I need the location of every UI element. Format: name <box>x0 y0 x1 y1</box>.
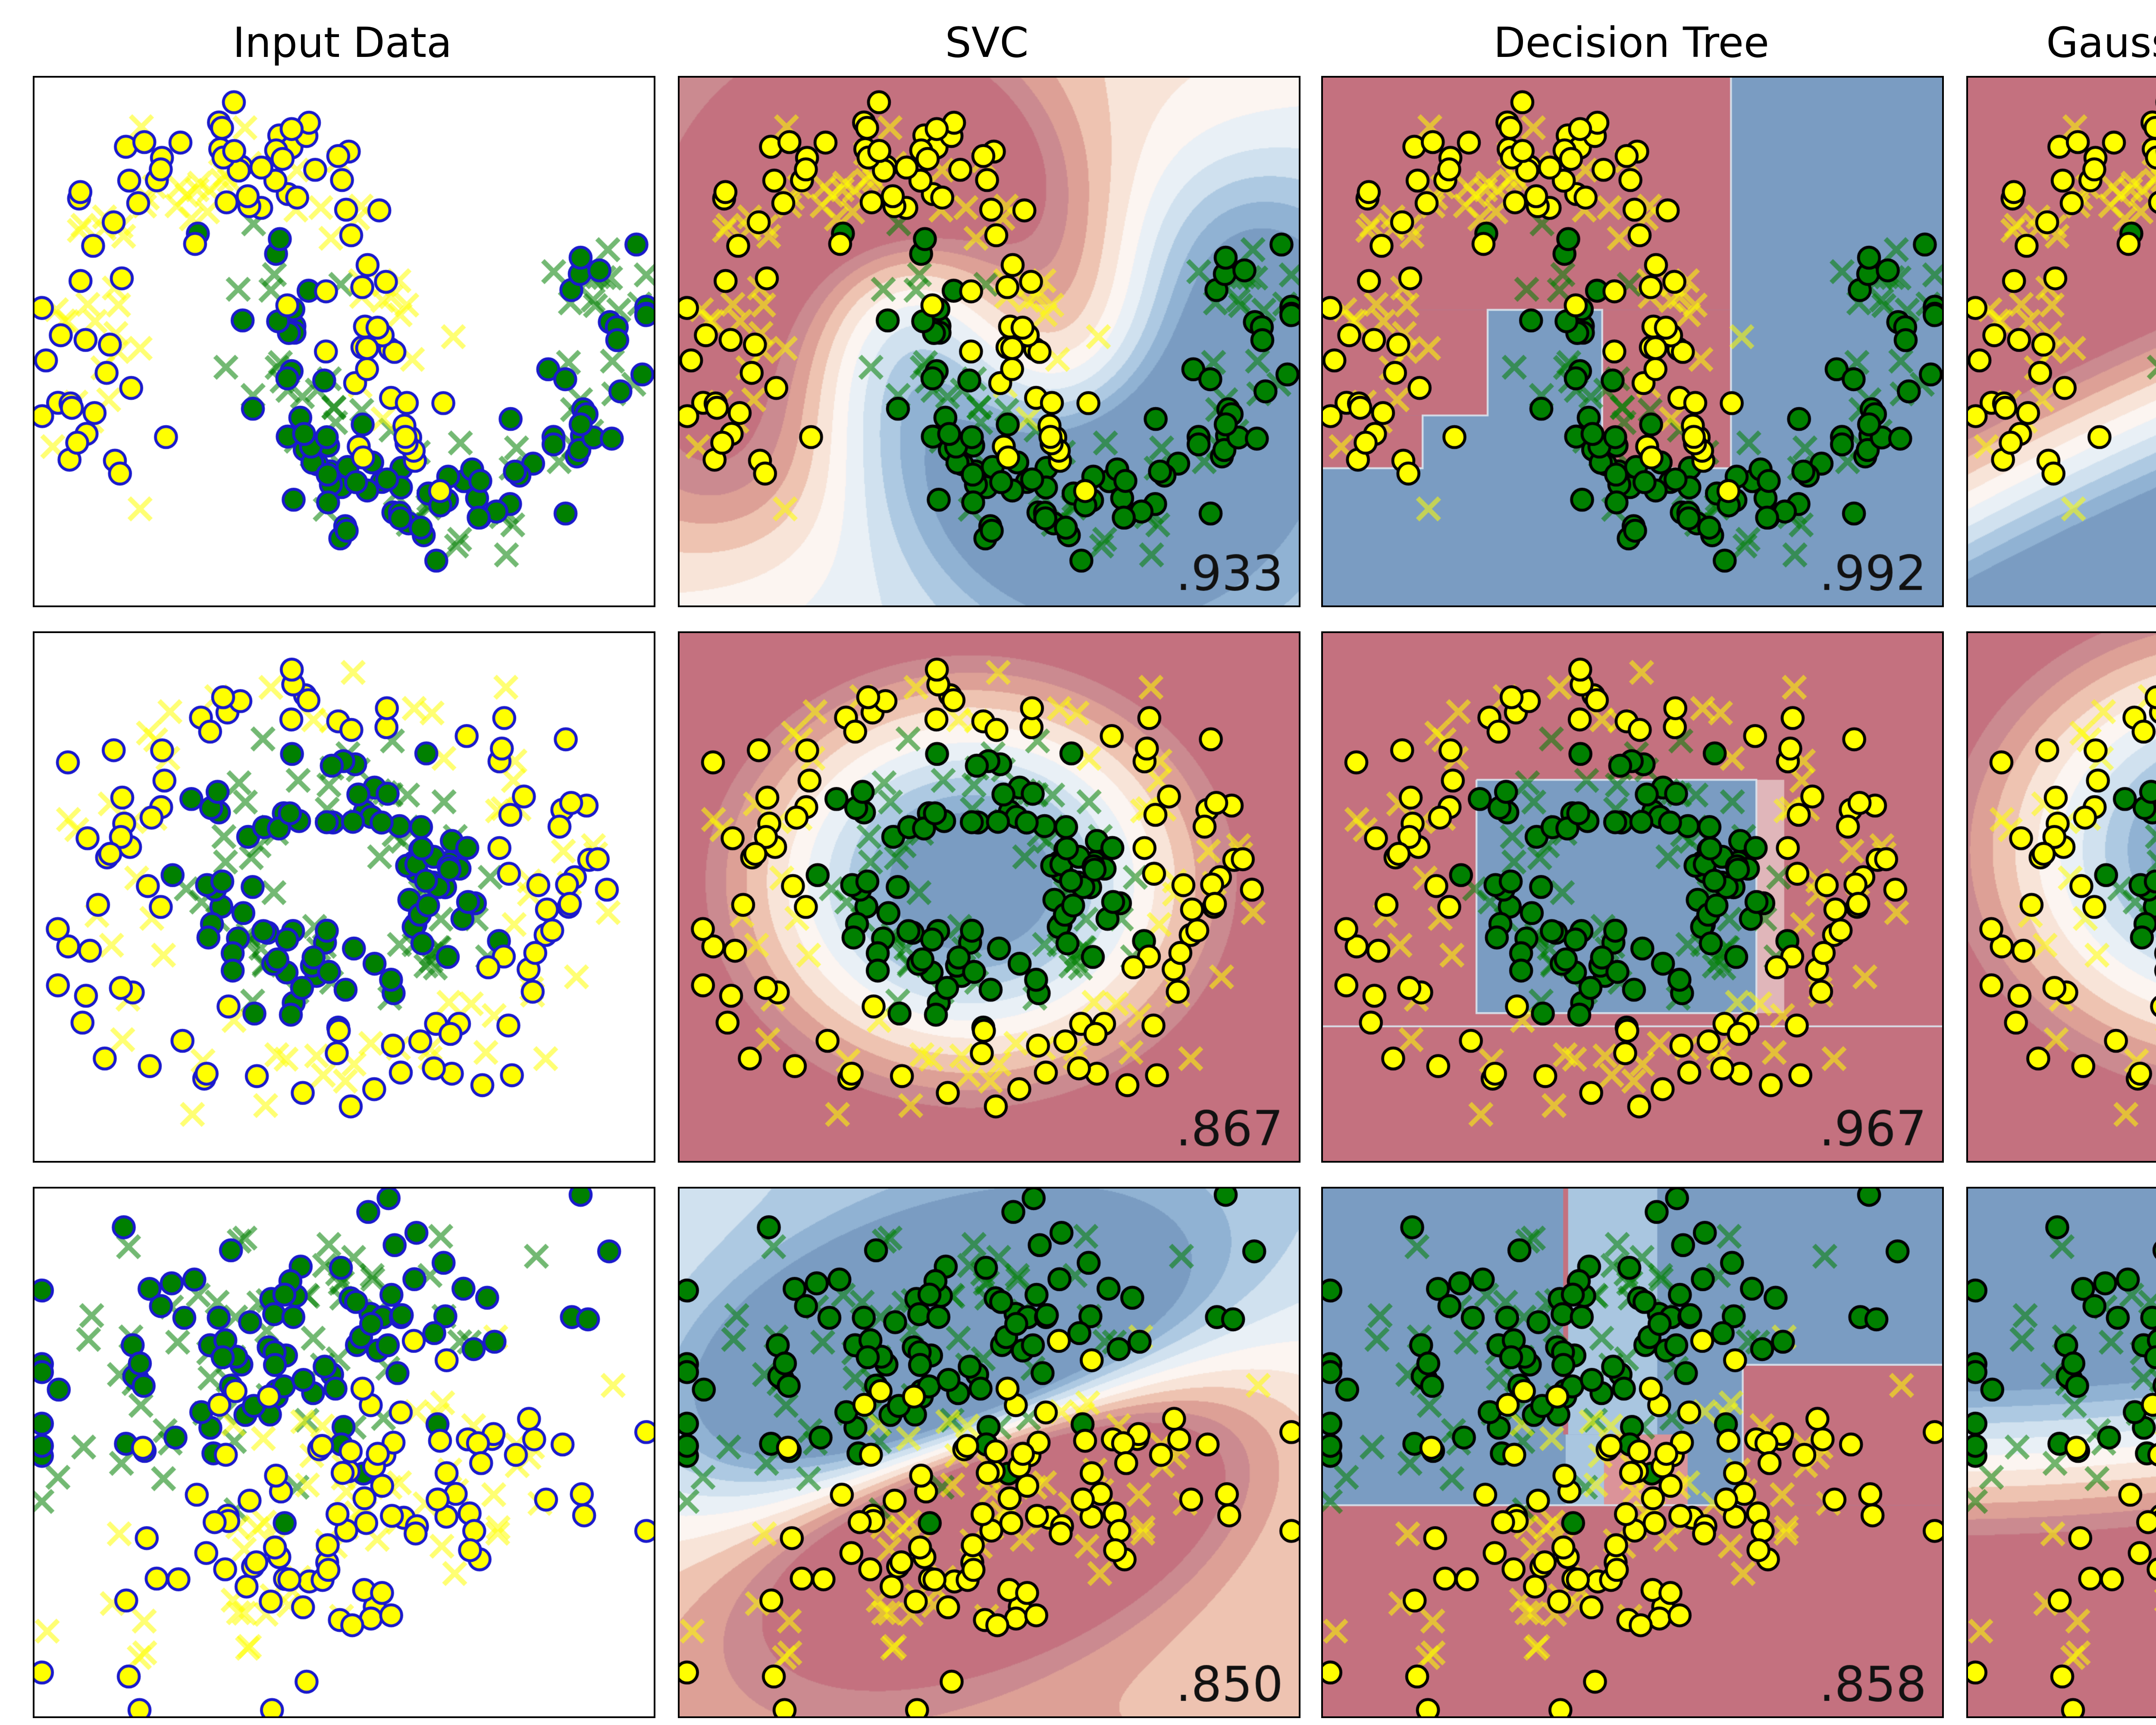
panel-gnb-blobs <box>1966 1187 2156 1718</box>
column-title-svc: SVC <box>945 19 1029 67</box>
panel-decision-tree-blobs <box>1322 1187 1945 1718</box>
column-title-input-data: Input Data <box>232 19 452 67</box>
panel-input-moons <box>33 76 655 607</box>
panel-gnb-moons <box>1966 76 2156 607</box>
column-title-decision-tree: Decision Tree <box>1493 19 1769 67</box>
panel-input-circles <box>33 631 655 1163</box>
panel-input-blobs <box>33 1187 655 1718</box>
panel-svc-blobs <box>677 1187 1300 1718</box>
panel-gnb-circles <box>1966 631 2156 1163</box>
column-title-gaussian-naive-bayes: Gaussian Naive Bayes <box>2046 19 2156 67</box>
panel-decision-tree-circles <box>1322 631 1945 1163</box>
panel-svc-moons <box>677 76 1300 607</box>
panel-decision-tree-moons <box>1322 76 1945 607</box>
panel-svc-circles <box>677 631 1300 1163</box>
